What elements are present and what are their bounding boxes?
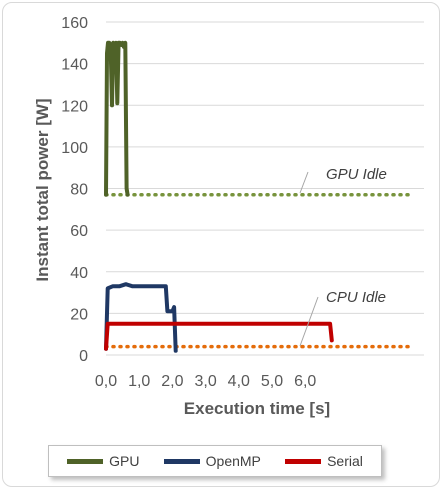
annotation-leader-gpu-idle: [299, 171, 309, 194]
legend-label-gpu: GPU: [109, 453, 140, 469]
legend-item-gpu: GPU: [67, 453, 139, 469]
y-tick-40: 40: [70, 265, 88, 282]
y-tick-140: 140: [61, 57, 88, 74]
y-tick-20: 20: [70, 306, 88, 323]
y-tick-160: 160: [61, 15, 88, 32]
y-tick-80: 80: [70, 182, 88, 199]
x-axis-title: Execution time [s]: [184, 399, 330, 418]
y-tick-120: 120: [61, 98, 88, 115]
x-tick-1-0: 1,0: [128, 373, 150, 390]
legend-swatch-serial: [285, 458, 322, 464]
legend-label-openmp: OpenMP: [205, 453, 261, 469]
x-tick-4-0: 4,0: [228, 373, 250, 390]
series-lines: [104, 40, 334, 353]
chart-frame: [2, 2, 440, 487]
x-tick-2-0: 2,0: [161, 373, 183, 390]
legend-label-serial: Serial: [327, 453, 363, 469]
legend: GPU OpenMP Serial: [48, 445, 382, 477]
x-tick-0-0: 0,0: [95, 373, 117, 390]
legend-swatch-gpu: [67, 458, 104, 464]
x-tick-5-0: 5,0: [261, 373, 283, 390]
y-tick-100: 100: [61, 140, 88, 157]
grid: [106, 21, 424, 356]
reference-lines: [104, 192, 414, 349]
series-line-serial: [104, 321, 334, 351]
annotations: GPU Idle CPU Idle: [299, 166, 387, 347]
x-tick-6-0: 6,0: [294, 373, 316, 390]
series-line-gpu: [104, 40, 130, 197]
series-line-openmp: [104, 282, 178, 353]
annotation-gpu-idle: GPU Idle: [326, 166, 387, 183]
annotation-leader-cpu-idle: [299, 296, 319, 347]
y-tick-0: 0: [79, 348, 88, 365]
y-tick-60: 60: [70, 223, 88, 240]
x-tick-3-0: 3,0: [194, 373, 216, 390]
y-axis-title: Instant total power [W]: [33, 98, 52, 281]
legend-item-openmp: OpenMP: [163, 453, 261, 469]
x-tick-labels: 0,0 1,0 2,0 3,0 4,0 5,0 6,0: [95, 373, 317, 390]
legend-item-serial: Serial: [285, 453, 363, 469]
y-tick-labels: 0 20 40 60 80 100 120 140 160: [61, 15, 88, 365]
annotation-cpu-idle: CPU Idle: [326, 289, 386, 306]
legend-swatch-openmp: [163, 458, 200, 464]
